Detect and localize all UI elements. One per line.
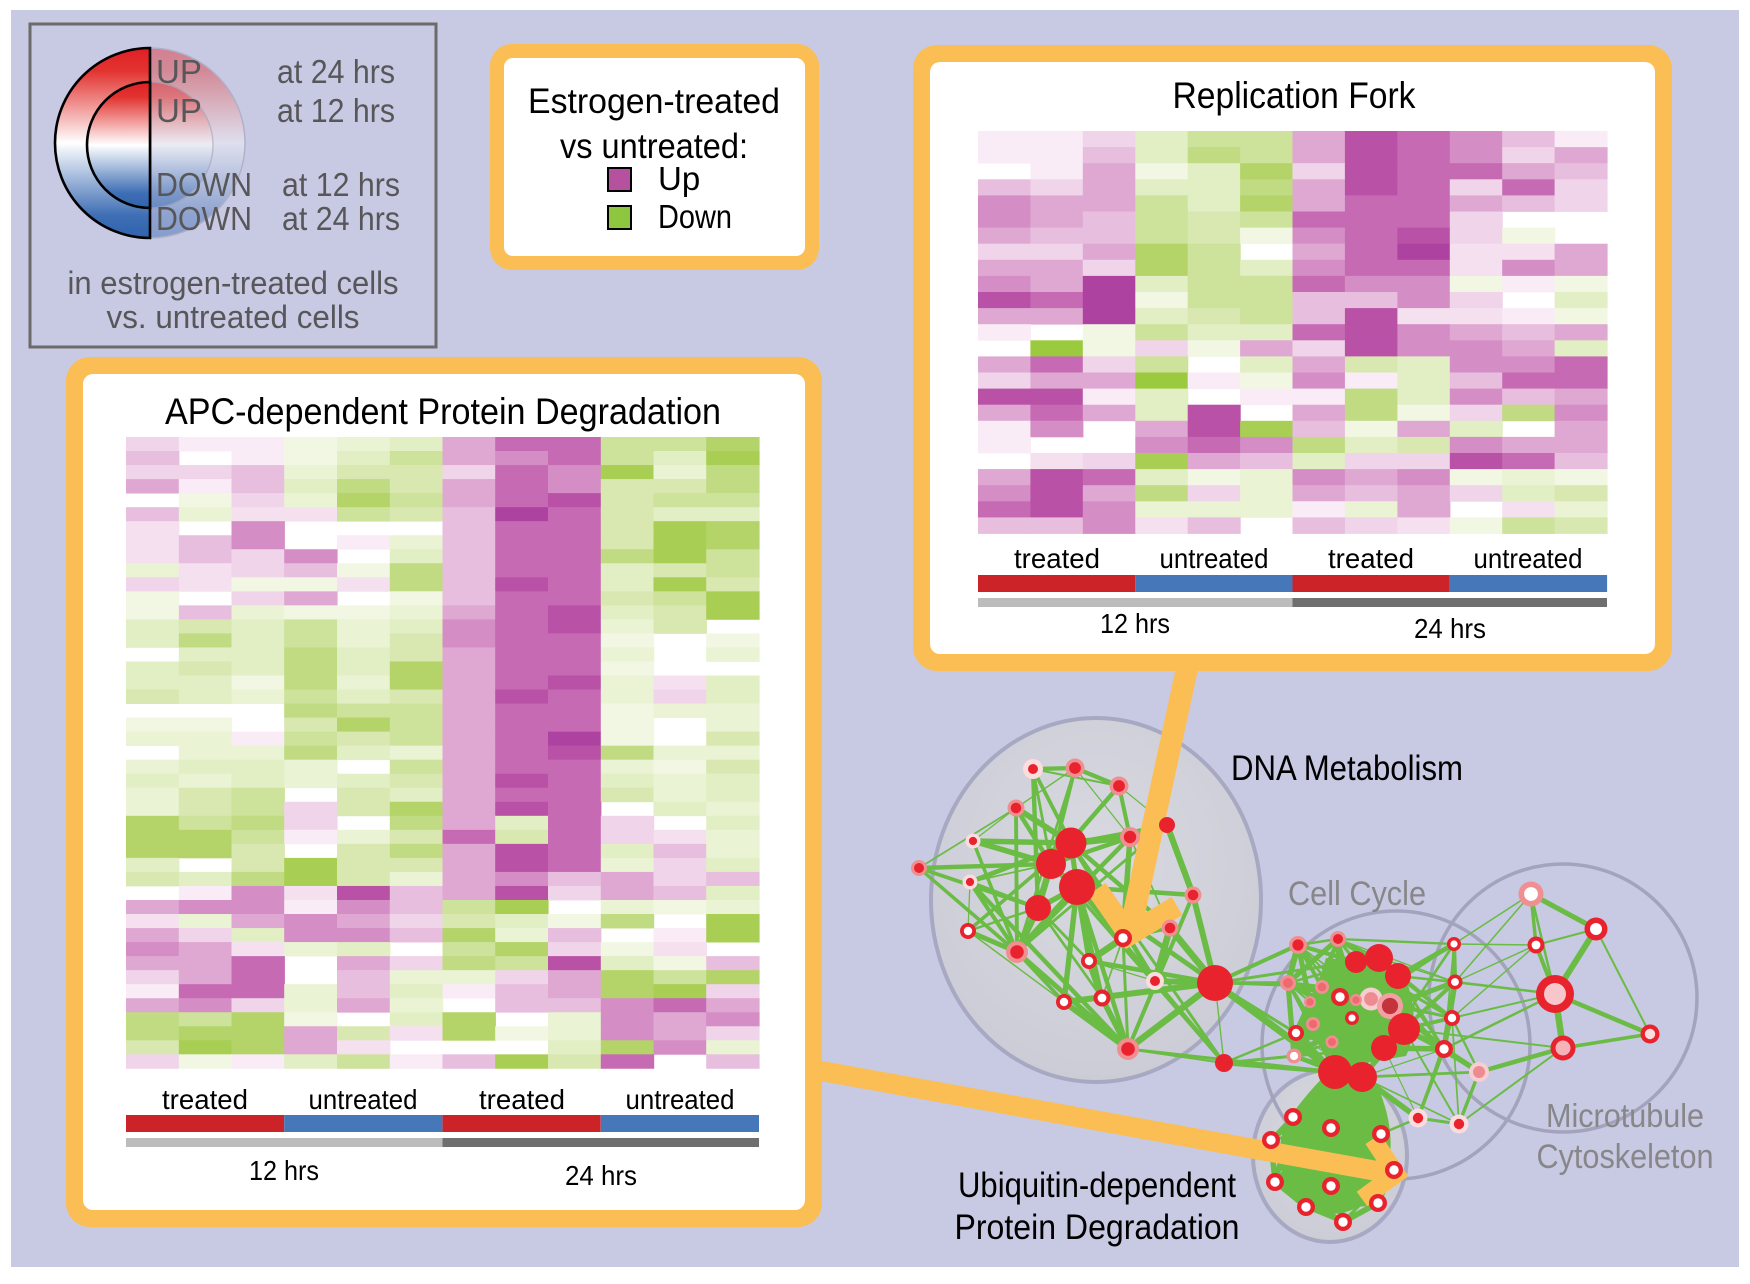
svg-text:treated: treated [162, 1084, 248, 1115]
svg-text:at 24 hrs: at 24 hrs [277, 53, 395, 90]
svg-text:Cytoskeleton: Cytoskeleton [1537, 1138, 1714, 1176]
svg-text:24 hrs: 24 hrs [565, 1160, 637, 1191]
svg-text:Cell Cycle: Cell Cycle [1288, 875, 1426, 913]
svg-text:12 hrs: 12 hrs [249, 1155, 319, 1186]
svg-text:in estrogen-treated cells: in estrogen-treated cells [68, 265, 399, 301]
svg-text:at 24 hrs: at 24 hrs [282, 200, 400, 237]
svg-text:DNA Metabolism: DNA Metabolism [1231, 749, 1463, 788]
svg-text:DOWN: DOWN [156, 166, 252, 203]
svg-text:at 12 hrs: at 12 hrs [277, 92, 395, 129]
svg-text:24 hrs: 24 hrs [1414, 613, 1486, 644]
svg-text:12 hrs: 12 hrs [1100, 608, 1170, 639]
svg-text:untreated: untreated [626, 1084, 735, 1115]
svg-text:untreated: untreated [1160, 543, 1269, 574]
svg-text:untreated: untreated [309, 1084, 418, 1115]
svg-text:APC-dependent Protein Degradat: APC-dependent Protein Degradation [165, 391, 721, 432]
svg-text:Microtubule: Microtubule [1546, 1097, 1704, 1134]
svg-text:Ubiquitin-dependent: Ubiquitin-dependent [958, 1166, 1236, 1205]
svg-text:Down: Down [658, 198, 732, 235]
svg-text:UP: UP [156, 92, 202, 129]
svg-text:untreated: untreated [1474, 543, 1583, 574]
svg-text:at 12 hrs: at 12 hrs [282, 166, 400, 203]
svg-text:UP: UP [156, 53, 202, 90]
svg-text:Replication Fork: Replication Fork [1173, 75, 1416, 116]
svg-text:treated: treated [1328, 543, 1414, 574]
svg-text:treated: treated [479, 1084, 565, 1115]
svg-text:vs untreated:: vs untreated: [560, 127, 748, 166]
svg-text:Estrogen-treated: Estrogen-treated [528, 82, 780, 121]
svg-text:Protein Degradation: Protein Degradation [955, 1208, 1240, 1247]
svg-text:DOWN: DOWN [156, 200, 252, 237]
svg-text:Up: Up [658, 160, 700, 197]
svg-text:vs. untreated cells: vs. untreated cells [107, 299, 360, 335]
svg-text:treated: treated [1014, 543, 1100, 574]
